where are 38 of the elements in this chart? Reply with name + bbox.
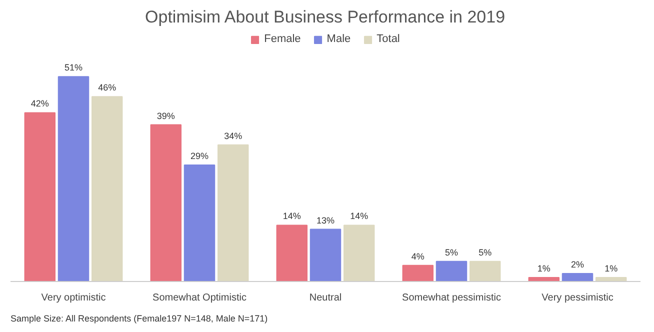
- data-label: 1%: [604, 263, 618, 274]
- data-label: 51%: [64, 62, 83, 73]
- bar: [91, 96, 123, 282]
- data-label: 4%: [411, 251, 424, 262]
- data-label: 2%: [570, 259, 584, 270]
- data-label: 39%: [156, 110, 175, 121]
- data-label: 5%: [444, 247, 458, 258]
- bar: [343, 224, 375, 282]
- data-label: 34%: [224, 130, 242, 141]
- bar: [402, 264, 434, 282]
- text: Sample Size: All Respondents (Female197 N=148, Male N=171): [10, 314, 268, 324]
- data-label: 13%: [316, 215, 335, 226]
- data-label: 46%: [98, 82, 116, 93]
- data-label: 29%: [190, 150, 209, 161]
- legend-label: Male: [326, 33, 351, 45]
- bar: [217, 144, 249, 282]
- bar: [184, 164, 216, 282]
- data-label: 14%: [282, 211, 301, 222]
- data-label: 1%: [537, 263, 550, 274]
- bar: [469, 260, 501, 282]
- bar: [310, 228, 342, 282]
- bar: [150, 124, 182, 282]
- x-tick-label: Very pessimistic: [542, 292, 614, 304]
- legend-label: Female: [264, 33, 301, 45]
- x-tick-label: Somewhat pessimistic: [402, 292, 501, 304]
- bar: [58, 76, 90, 282]
- data-label: 42%: [30, 98, 49, 109]
- data-label: 14%: [350, 211, 368, 222]
- data-label: 5%: [478, 247, 492, 258]
- chart-title: Optimisim About Business Performance in 2019: [145, 8, 506, 26]
- x-tick-label: Neutral: [309, 292, 342, 304]
- bar: [562, 272, 594, 282]
- legend-label: Total: [376, 33, 400, 45]
- x-tick-label: Very optimistic: [41, 292, 106, 304]
- bar: [24, 112, 56, 282]
- bar: [436, 260, 468, 282]
- bar: [276, 224, 308, 282]
- x-tick-label: Somewhat Optimistic: [152, 292, 246, 304]
